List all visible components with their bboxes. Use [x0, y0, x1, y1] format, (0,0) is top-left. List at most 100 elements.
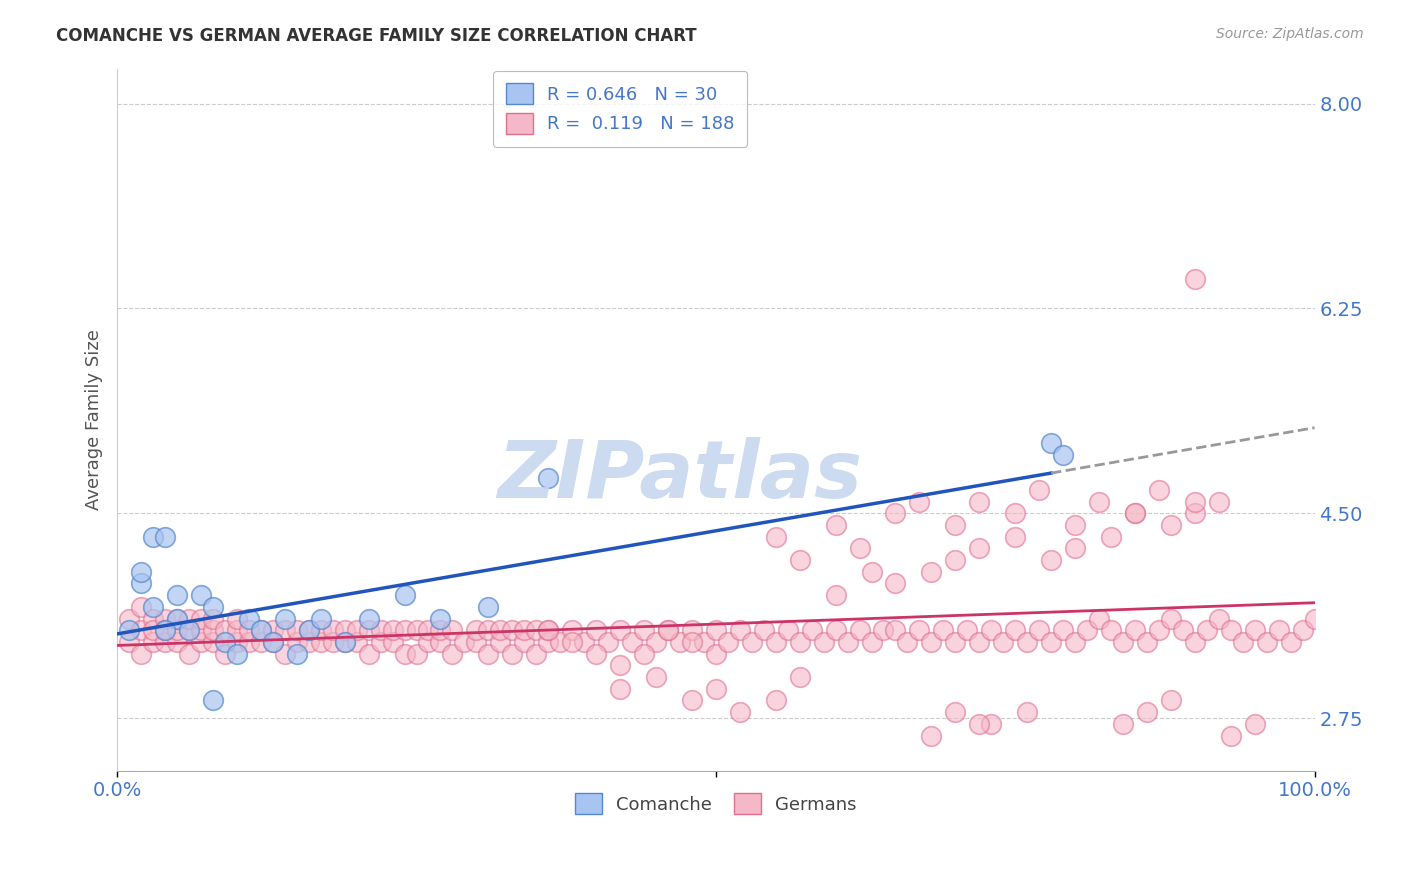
- Point: [190, 624, 212, 638]
- Point: [142, 530, 165, 544]
- Point: [238, 611, 260, 625]
- Point: [477, 624, 499, 638]
- Point: [381, 624, 404, 638]
- Point: [274, 611, 297, 625]
- Point: [309, 624, 332, 638]
- Point: [537, 471, 560, 485]
- Point: [657, 624, 679, 638]
- Point: [1004, 530, 1026, 544]
- Legend: Comanche, Germans: Comanche, Germans: [564, 782, 868, 825]
- Point: [177, 624, 200, 638]
- Point: [489, 624, 512, 638]
- Point: [129, 647, 152, 661]
- Point: [621, 635, 644, 649]
- Point: [153, 635, 176, 649]
- Point: [537, 624, 560, 638]
- Point: [501, 647, 523, 661]
- Point: [1017, 635, 1039, 649]
- Point: [585, 647, 607, 661]
- Point: [1004, 506, 1026, 520]
- Point: [429, 635, 451, 649]
- Point: [262, 635, 284, 649]
- Point: [980, 624, 1002, 638]
- Point: [1112, 635, 1135, 649]
- Point: [1147, 624, 1170, 638]
- Point: [394, 624, 416, 638]
- Point: [441, 647, 464, 661]
- Point: [741, 635, 763, 649]
- Point: [166, 624, 188, 638]
- Point: [226, 611, 249, 625]
- Point: [717, 635, 740, 649]
- Point: [153, 624, 176, 638]
- Point: [728, 705, 751, 719]
- Point: [405, 647, 427, 661]
- Point: [298, 635, 321, 649]
- Point: [201, 624, 224, 638]
- Point: [704, 647, 727, 661]
- Point: [789, 670, 811, 684]
- Point: [596, 635, 619, 649]
- Point: [932, 624, 955, 638]
- Point: [848, 541, 870, 556]
- Point: [752, 624, 775, 638]
- Point: [166, 611, 188, 625]
- Point: [153, 530, 176, 544]
- Point: [765, 635, 787, 649]
- Point: [943, 517, 966, 532]
- Point: [765, 530, 787, 544]
- Point: [693, 635, 716, 649]
- Point: [166, 588, 188, 602]
- Point: [274, 624, 297, 638]
- Point: [824, 517, 846, 532]
- Point: [681, 693, 703, 707]
- Point: [669, 635, 692, 649]
- Point: [333, 635, 356, 649]
- Point: [250, 635, 273, 649]
- Point: [920, 729, 942, 743]
- Point: [967, 635, 990, 649]
- Point: [1123, 506, 1146, 520]
- Point: [1256, 635, 1278, 649]
- Point: [956, 624, 979, 638]
- Point: [429, 624, 451, 638]
- Point: [226, 635, 249, 649]
- Point: [548, 635, 571, 649]
- Point: [118, 635, 141, 649]
- Point: [129, 576, 152, 591]
- Point: [1076, 624, 1098, 638]
- Point: [1064, 541, 1087, 556]
- Point: [142, 611, 165, 625]
- Point: [129, 565, 152, 579]
- Point: [609, 624, 631, 638]
- Point: [537, 635, 560, 649]
- Point: [1160, 693, 1182, 707]
- Point: [561, 635, 583, 649]
- Point: [585, 624, 607, 638]
- Point: [1028, 624, 1050, 638]
- Point: [477, 647, 499, 661]
- Point: [346, 624, 368, 638]
- Point: [1243, 624, 1265, 638]
- Point: [1184, 494, 1206, 508]
- Point: [190, 611, 212, 625]
- Point: [1136, 705, 1159, 719]
- Point: [394, 647, 416, 661]
- Point: [346, 635, 368, 649]
- Point: [884, 576, 907, 591]
- Point: [238, 624, 260, 638]
- Point: [489, 635, 512, 649]
- Point: [238, 635, 260, 649]
- Point: [872, 624, 894, 638]
- Text: Source: ZipAtlas.com: Source: ZipAtlas.com: [1216, 27, 1364, 41]
- Point: [1219, 624, 1241, 638]
- Point: [357, 611, 380, 625]
- Point: [309, 635, 332, 649]
- Point: [153, 611, 176, 625]
- Point: [142, 624, 165, 638]
- Point: [153, 624, 176, 638]
- Point: [465, 635, 488, 649]
- Point: [728, 624, 751, 638]
- Point: [537, 624, 560, 638]
- Point: [1088, 494, 1111, 508]
